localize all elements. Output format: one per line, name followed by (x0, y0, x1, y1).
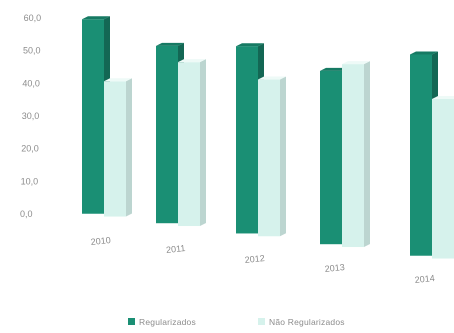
legend-swatch (128, 318, 135, 325)
x-tick-label: 2011 (166, 243, 186, 255)
y-tick-label: 60,0 (24, 13, 42, 23)
legend-label: Não Regularizados (269, 317, 345, 327)
bar-nao-regularizados-2010 (104, 78, 132, 217)
bar-nao-regularizados-2013 (342, 61, 370, 248)
bars (82, 16, 454, 259)
legend-swatch (258, 318, 265, 325)
legend-label: Regularizados (139, 317, 196, 327)
y-tick-label: 10,0 (21, 176, 39, 186)
y-tick-label: 0,0 (20, 209, 33, 219)
x-tick-label: 2013 (324, 262, 345, 274)
y-axis-ticks: 0,0 10,0 20,0 30,0 40,0 50,0 60,0 (20, 13, 41, 219)
bar-nao-regularizados-2011 (178, 59, 206, 227)
bar-nao-regularizados-2014 (432, 95, 454, 259)
legend: Regularizados Não Regularizados (128, 317, 345, 327)
y-tick-label: 30,0 (22, 111, 40, 121)
x-tick-label: 2014 (414, 273, 435, 285)
y-tick-label: 40,0 (22, 78, 40, 88)
legend-item-regularizados: Regularizados (128, 317, 196, 327)
legend-item-nao-regularizados: Não Regularizados (258, 317, 345, 327)
x-axis-labels: 2010 2011 2012 2013 2014 (90, 235, 435, 285)
y-tick-label: 50,0 (23, 46, 41, 56)
x-tick-label: 2012 (244, 253, 265, 265)
y-tick-label: 20,0 (21, 144, 39, 154)
bar-nao-regularizados-2012 (258, 76, 286, 237)
x-tick-label: 2010 (90, 235, 111, 247)
